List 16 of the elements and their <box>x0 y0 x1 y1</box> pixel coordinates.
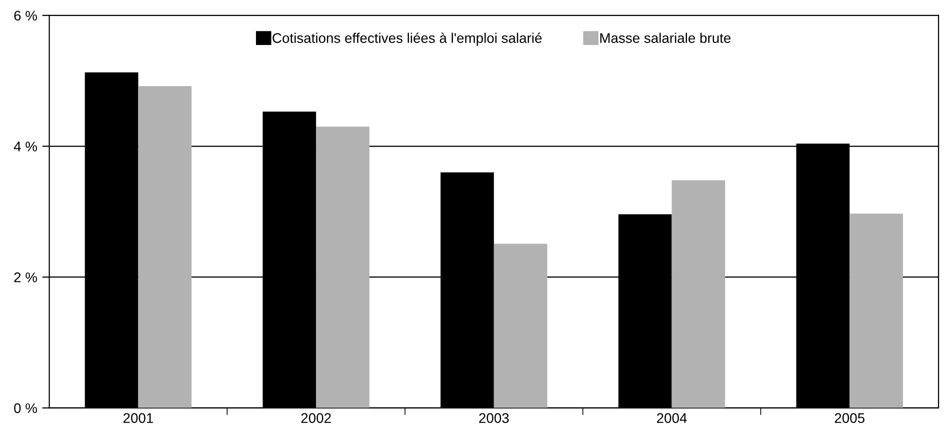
y-tick-label: 0 % <box>14 403 37 414</box>
x-tick-label: 2002 <box>301 413 331 423</box>
bar <box>850 214 903 408</box>
y-tick-label: 4 % <box>14 142 37 152</box>
x-tick-label: 2003 <box>479 413 509 423</box>
x-tick-label: 2005 <box>834 413 864 423</box>
y-tick-label: 6 % <box>14 10 37 21</box>
legend-label: Cotisations effectives liées à l'emploi salarié <box>272 32 542 46</box>
legend-label: Masse salariale brute <box>600 32 731 43</box>
x-tick-label: 2004 <box>657 413 687 423</box>
bar <box>138 86 192 408</box>
bar <box>316 126 370 408</box>
x-tick-label: 2001 <box>123 413 153 423</box>
bar <box>672 180 726 408</box>
y-tick-label: 2 % <box>14 272 37 282</box>
bar <box>494 244 548 408</box>
